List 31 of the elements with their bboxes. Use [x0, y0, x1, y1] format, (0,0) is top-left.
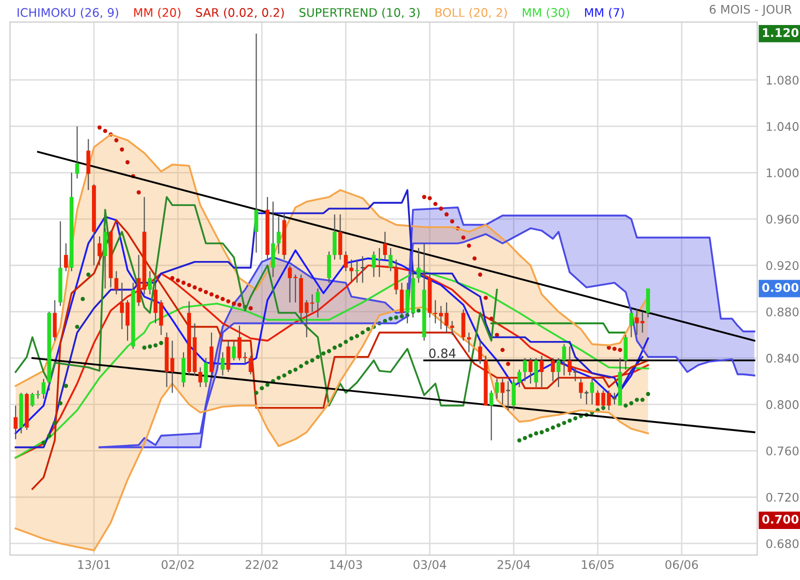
y-tick-label: 0.840	[766, 354, 799, 363]
x-tick-label: 02/02	[162, 560, 194, 570]
text: SAR (0.02, 0.2)	[196, 8, 284, 18]
y-tick-label: 0.880	[766, 307, 799, 316]
chart-subtitle: 6 MOIS - JOUR	[710, 4, 792, 16]
y-tick-label: 1.040	[766, 122, 799, 131]
y-tick-label: 1.080	[766, 76, 799, 85]
y-tick-label: 0.680	[766, 539, 799, 548]
x-tick-label: 13/01	[78, 560, 110, 570]
x-tick-label: 25/04	[498, 560, 530, 570]
y-tick-label: 0.720	[766, 492, 799, 502]
x-tick-label: 03/04	[414, 560, 446, 570]
text: ICHIMOKU (26, 9)	[18, 8, 118, 18]
y-tick-label: 0.800	[766, 400, 799, 410]
y-tick-label: 0.960	[766, 214, 799, 224]
text: MM (7)	[585, 8, 624, 18]
annotation: 1.120	[763, 28, 798, 38]
x-tick-label: 14/03	[330, 560, 362, 570]
annotation: 0.900	[762, 283, 798, 292]
annotation: 0.84	[429, 348, 456, 358]
text: MM (30)	[522, 8, 570, 18]
x-tick-label: 06/06	[665, 560, 698, 570]
y-tick-label: 1.000	[766, 168, 799, 178]
text: MM (20)	[134, 8, 180, 18]
x-tick-label: 16/05	[582, 560, 614, 570]
text: SUPERTREND (10, 3)	[299, 8, 420, 18]
annotation: 0.700	[762, 514, 798, 524]
text: BOLL (20, 2)	[436, 8, 507, 18]
y-tick-label: 0.760	[766, 446, 799, 456]
y-tick-label: 0.920	[766, 261, 799, 270]
x-tick-label: 22/02	[246, 560, 278, 570]
